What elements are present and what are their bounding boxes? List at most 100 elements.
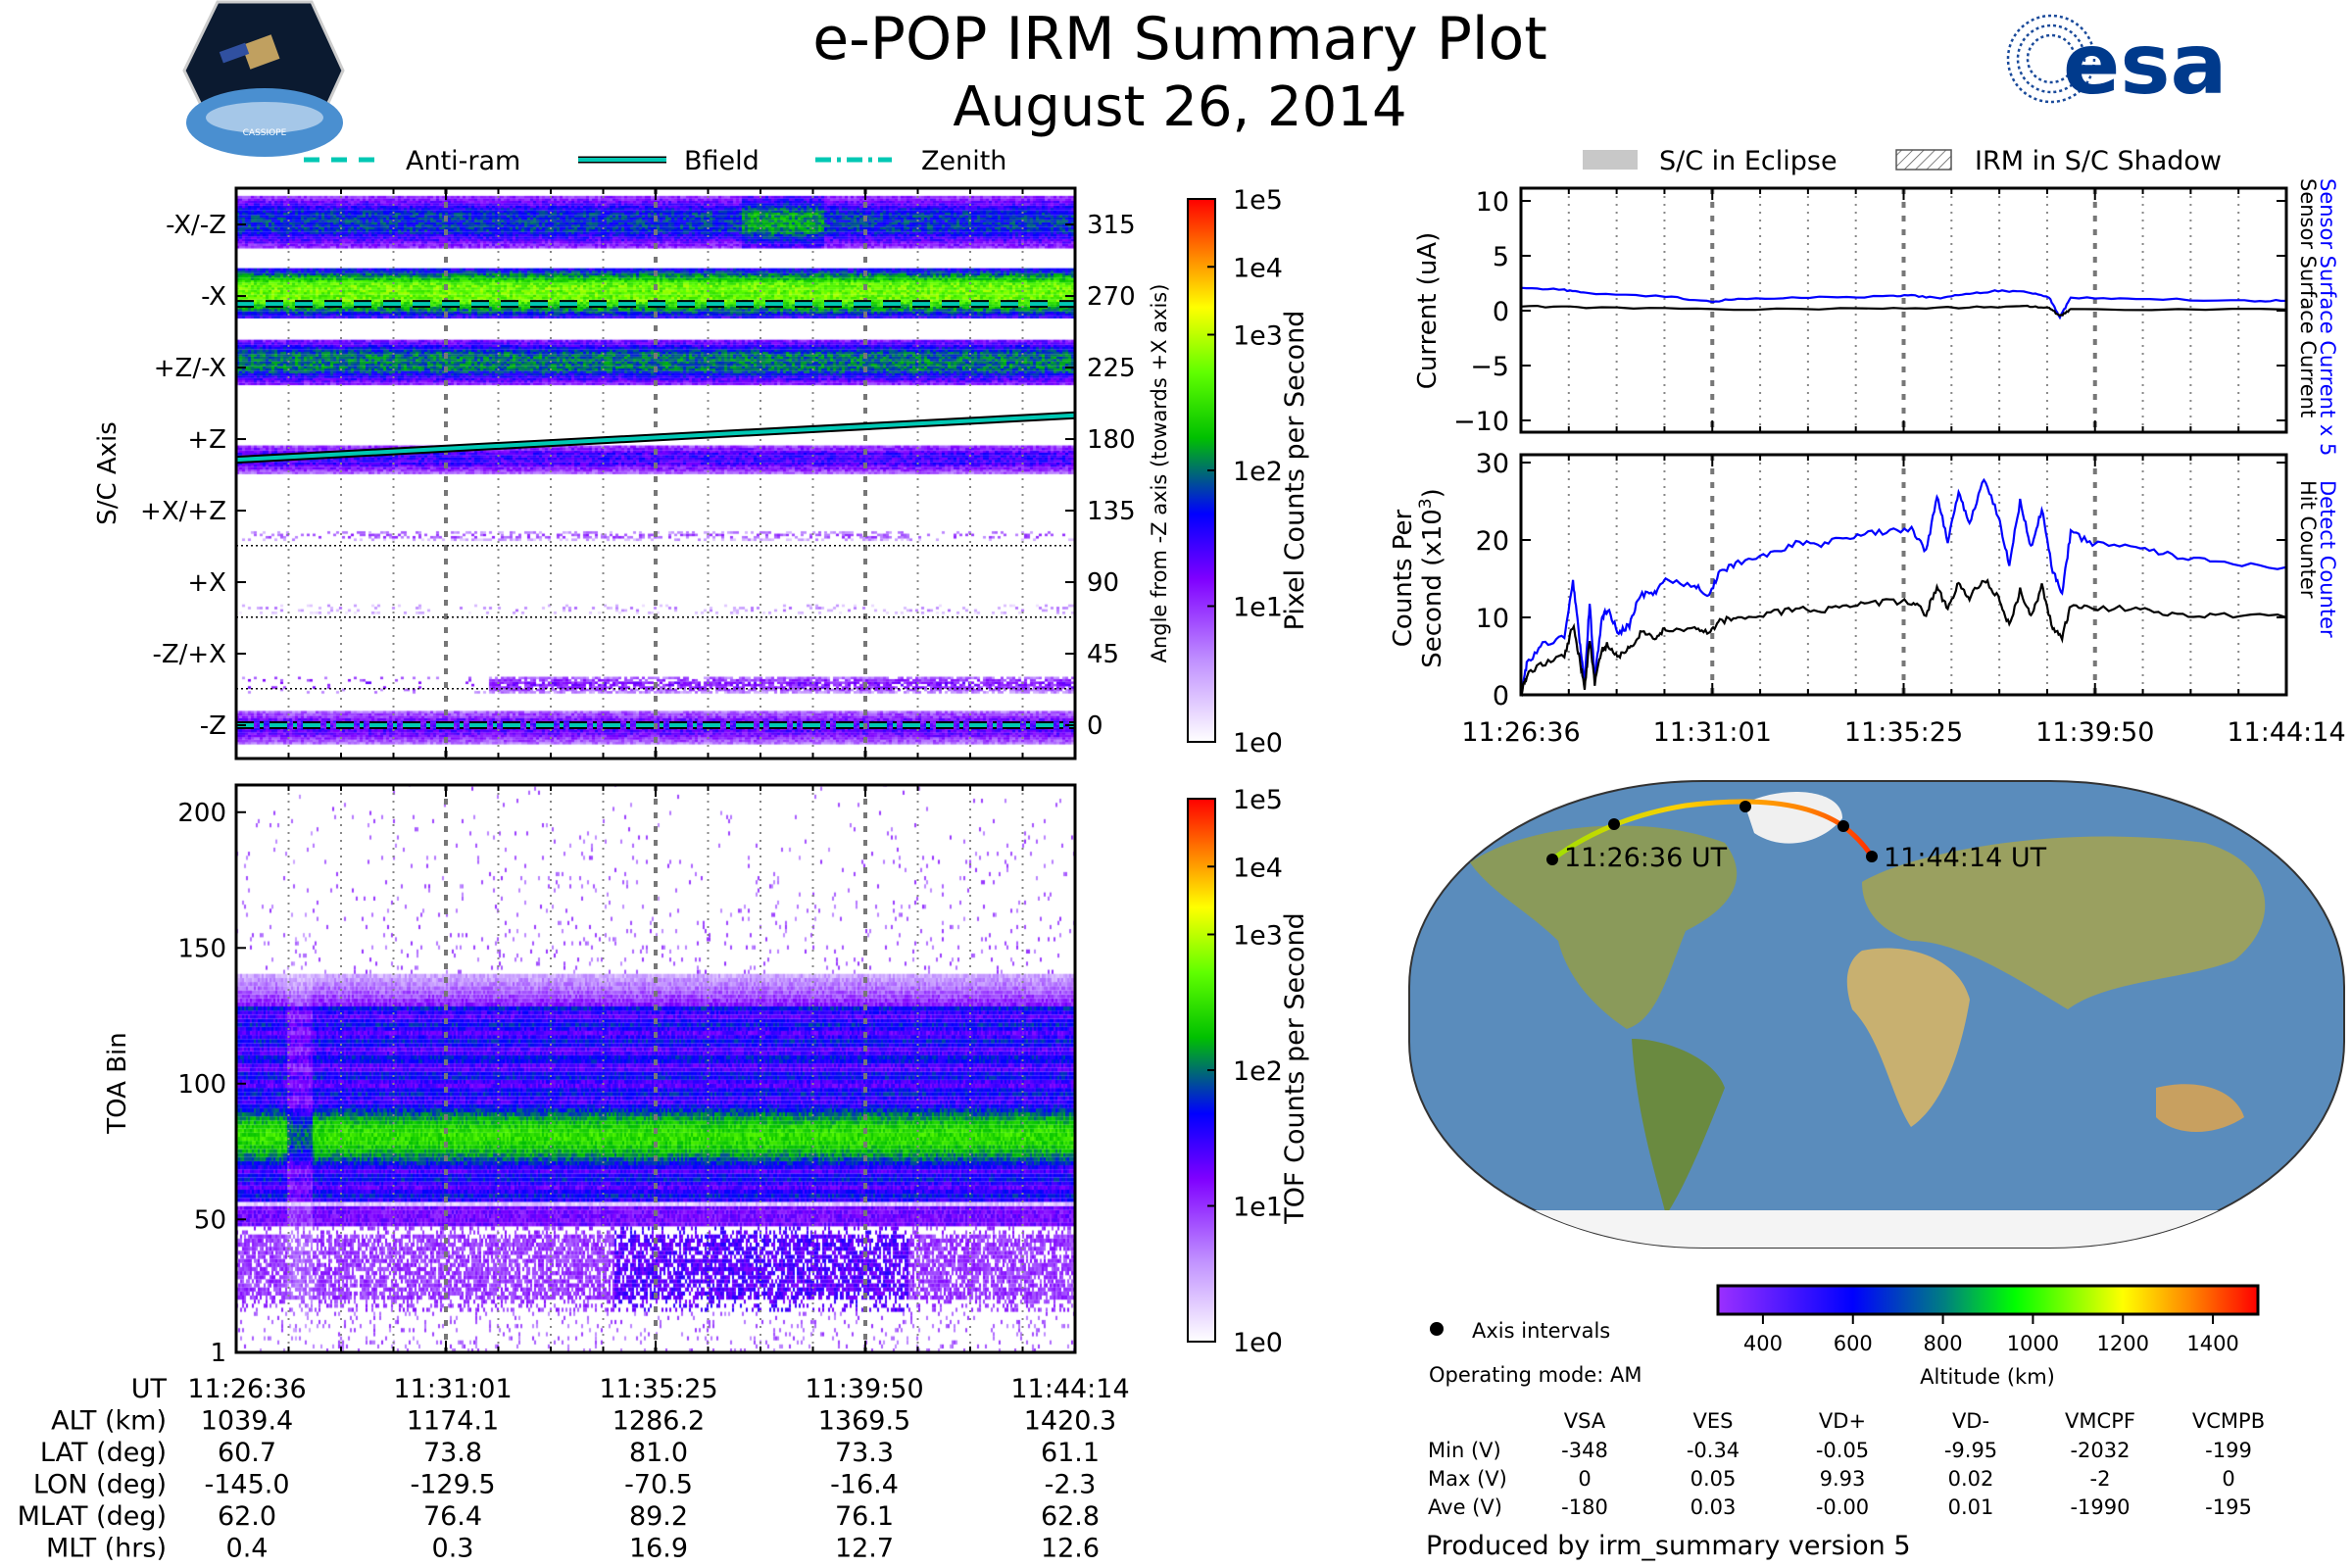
pixel-spectrogram-frame	[234, 186, 1077, 760]
sc-axis-tick-label: +Z	[187, 425, 226, 455]
ephemeris-row-label: UT	[131, 1374, 168, 1404]
voltage-row-label: Ave (V)	[1428, 1495, 1502, 1519]
ephemeris-row-label: LAT (deg)	[40, 1438, 167, 1468]
page-title: e-POP IRM Summary Plot	[812, 5, 1547, 74]
voltage-cell: -0.00	[1816, 1495, 1869, 1519]
voltage-cell: -180	[1561, 1495, 1608, 1519]
ephemeris-cell: -70.5	[624, 1470, 693, 1500]
sc-axis-tick-label: -X	[201, 282, 226, 312]
current-plot-y-tick-label: 10	[1476, 187, 1509, 218]
voltage-cell: -2032	[2070, 1439, 2130, 1462]
voltage-cell: 0.01	[1948, 1495, 1994, 1519]
ephemeris-cell: 11:44:14	[1010, 1374, 1129, 1404]
ephemeris-cell: 11:31:01	[393, 1374, 512, 1404]
voltage-cell: 0.02	[1948, 1467, 1994, 1491]
pixel-colorbar-tick-label: 1e0	[1233, 728, 1283, 759]
tof-colorbar-tick-label: 1e2	[1233, 1056, 1283, 1087]
hit-counter-label: Hit Counter	[2296, 480, 2320, 599]
pixel-colorbar-tick-label: 1e1	[1233, 593, 1283, 623]
legend-shadow: IRM in S/C Shadow	[1975, 146, 2222, 176]
voltage-cell: -1990	[2070, 1495, 2130, 1519]
track-end-label: 11:44:14 UT	[1884, 843, 2047, 873]
altitude-tick-label: 600	[1834, 1332, 1873, 1355]
axis-intervals-label: Axis intervals	[1472, 1319, 1610, 1343]
counts-plot-series-black	[1520, 577, 2287, 698]
voltage-cell: -0.34	[1687, 1439, 1740, 1462]
altitude-tick-label: 1000	[2007, 1332, 2059, 1355]
tof-colorbar-tick-label: 1e5	[1233, 785, 1283, 815]
sc-axis-tick-label: +Z/-X	[154, 354, 226, 383]
counts-plot-frame	[1519, 453, 2288, 697]
ephemeris-cell: 0.3	[432, 1534, 474, 1564]
ephemeris-cell: 1174.1	[407, 1406, 499, 1437]
toa-tick-label: 100	[177, 1070, 226, 1100]
pixel-colorbar-tick-label: 1e2	[1233, 457, 1283, 487]
voltage-column-header: VSA	[1564, 1409, 1606, 1433]
orbit-map: 11:26:36 UT 11:44:14 UT	[1408, 780, 2345, 1249]
axis-interval-point	[1838, 820, 1849, 832]
current-plot-y-tick-label: −10	[1453, 407, 1509, 437]
ephemeris-cell: 11:39:50	[805, 1374, 923, 1404]
ephemeris-cell: -129.5	[410, 1470, 495, 1500]
ephemeris-cell: 81.0	[629, 1438, 688, 1468]
cassiope-logo-text: CASSIOPE	[243, 128, 287, 138]
time-tick-label: 11:35:25	[1844, 717, 1963, 748]
voltage-row-label: Min (V)	[1428, 1439, 1501, 1462]
ephemeris-cell: 1039.4	[201, 1406, 293, 1437]
voltage-column-header: VMCPF	[2065, 1409, 2135, 1433]
left-legend: Anti-ram Bfield Zenith	[304, 146, 1006, 176]
pixel-colorbar-tick-label: 1e5	[1233, 185, 1283, 216]
angle-tick-label: 180	[1087, 425, 1136, 455]
axis-interval-point	[1546, 854, 1558, 865]
ephemeris-cell: -16.4	[830, 1470, 899, 1500]
current-axis-label: Current (uA)	[1413, 232, 1443, 389]
counts-axis-label-line1: Counts Per	[1389, 509, 1418, 647]
right-legend: S/C in Eclipse IRM in S/C Shadow	[1583, 146, 2222, 176]
ephemeris-row-label: MLT (hrs)	[46, 1534, 167, 1564]
tof-colorbar-tick-label: 1e0	[1233, 1328, 1283, 1358]
pixel-spectrogram-image	[236, 188, 1075, 759]
angle-tick-label: 135	[1087, 497, 1136, 526]
ephemeris-table: UT 11:26:36 11:31:01 11:35:25 11:39:50 11:44:…	[18, 1374, 1130, 1564]
ephemeris-cell: 62.8	[1041, 1501, 1100, 1532]
voltage-row-label: Max (V)	[1428, 1467, 1507, 1491]
time-tick-label: 11:31:01	[1653, 717, 1772, 748]
ephemeris-cell: -145.0	[204, 1470, 289, 1500]
ephemeris-cell: 16.9	[629, 1534, 688, 1564]
ephemeris-cell: 73.8	[423, 1438, 482, 1468]
ephemeris-row-label: LON (deg)	[33, 1470, 167, 1500]
angle-tick-label: 90	[1087, 568, 1119, 598]
axis-interval-marker-icon	[1430, 1322, 1444, 1336]
counts-plot-y-tick-label: 0	[1493, 681, 1509, 711]
angle-tick-label: 315	[1087, 211, 1136, 240]
angle-tick-label: 0	[1087, 711, 1103, 741]
tof-colorbar-tick-label: 1e1	[1233, 1193, 1283, 1223]
sc-axis-tick-label: -X/-Z	[166, 211, 226, 240]
altitude-tick-label: 400	[1743, 1332, 1783, 1355]
voltage-cell: -348	[1561, 1439, 1608, 1462]
ephemeris-cell: 73.3	[835, 1438, 894, 1468]
voltage-column-header: VD+	[1819, 1409, 1866, 1433]
ephemeris-cell: 76.4	[423, 1501, 482, 1532]
page-date: August 26, 2014	[953, 75, 1406, 139]
counts-plot-series-blue	[1519, 477, 2287, 695]
angle-tick-label: 45	[1087, 640, 1119, 669]
toa-tick-label: 200	[177, 799, 226, 828]
ephemeris-cell: 60.7	[218, 1438, 276, 1468]
toa-tick-label: 50	[194, 1205, 226, 1235]
altitude-colorbar-label: Altitude (km)	[1920, 1365, 2055, 1389]
tof-colorbar-tick-label: 1e3	[1233, 921, 1283, 952]
ephemeris-cell: 12.7	[835, 1534, 894, 1564]
axis-interval-point	[1740, 801, 1751, 812]
ephemeris-cell: 0.4	[226, 1534, 269, 1564]
voltage-cell: -2	[2090, 1467, 2111, 1491]
ephemeris-cell: 61.1	[1041, 1438, 1100, 1468]
sc-axis-tick-label: -Z	[200, 711, 226, 741]
voltage-cell: 9.93	[1820, 1467, 1866, 1491]
bfield-line	[235, 413, 1076, 463]
sc-axis-tick-label: +X	[187, 568, 226, 598]
voltage-cell: -0.05	[1816, 1439, 1869, 1462]
axis-interval-point	[1608, 818, 1620, 830]
